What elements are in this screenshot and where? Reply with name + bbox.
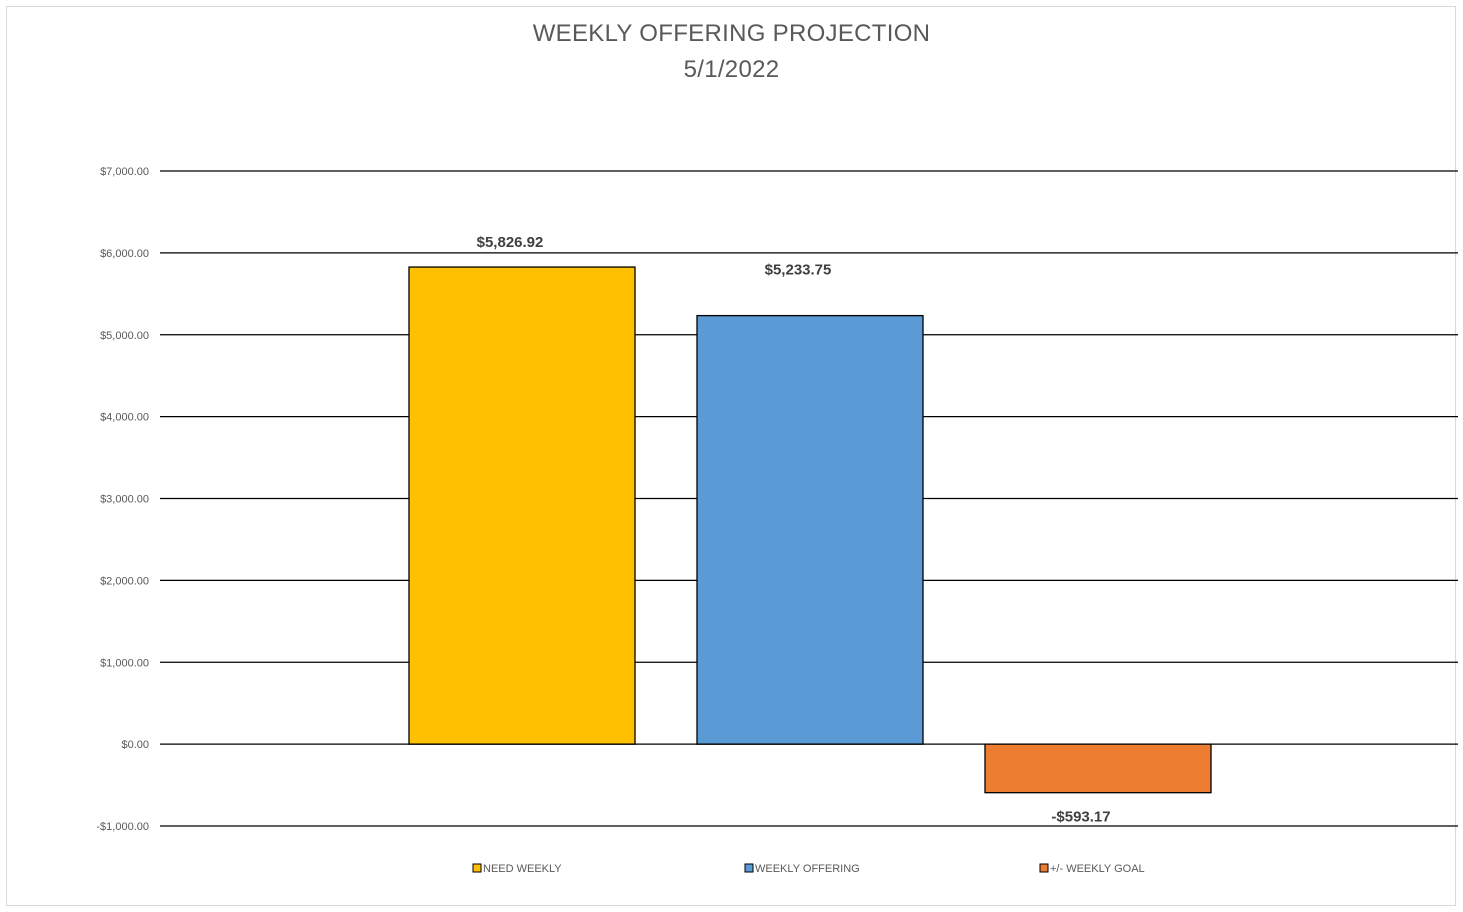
legend-entry: NEED WEEKLY [483, 863, 562, 875]
bars [408, 266, 1212, 794]
legend-entry: WEEKLY OFFERING [755, 863, 860, 875]
y-tick-label: $0.00 [121, 739, 149, 751]
y-tick-label: $4,000.00 [100, 412, 149, 424]
y-tick-label: $2,000.00 [100, 575, 149, 587]
y-tick-label: $6,000.00 [100, 248, 149, 260]
bar-1 [408, 266, 636, 745]
legend-entry: +/- WEEKLY GOAL [1050, 863, 1145, 875]
y-tick-label: -$1,000.00 [96, 821, 149, 833]
y-tick-label: $1,000.00 [100, 657, 149, 669]
data-label: $5,233.75 [765, 262, 832, 279]
data-labels: $5,826.92 $5,233.75 -$593.17 [477, 234, 1111, 826]
legend-swatch [472, 863, 482, 873]
y-tick-label: $5,000.00 [100, 330, 149, 342]
bar-3 [984, 743, 1212, 794]
chart-subtitle: 5/1/2022 [683, 56, 780, 83]
y-tick-label: $7,000.00 [100, 166, 149, 178]
legend-swatch [1039, 863, 1049, 873]
data-label: -$593.17 [1051, 809, 1110, 826]
chart-title: WEEKLY OFFERING PROJECTION [532, 20, 931, 47]
y-tick-label: $3,000.00 [100, 494, 149, 506]
y-axis-ticks: $7,000.00 $6,000.00 $5,000.00 $4,000.00 $3,0… [96, 166, 149, 833]
bar-2 [696, 314, 924, 745]
legend-swatch [744, 863, 754, 873]
legend: NEED WEEKLY WEEKLY OFFERING +/- WEEKLY GOA… [472, 863, 1145, 875]
data-label: $5,826.92 [477, 234, 544, 251]
